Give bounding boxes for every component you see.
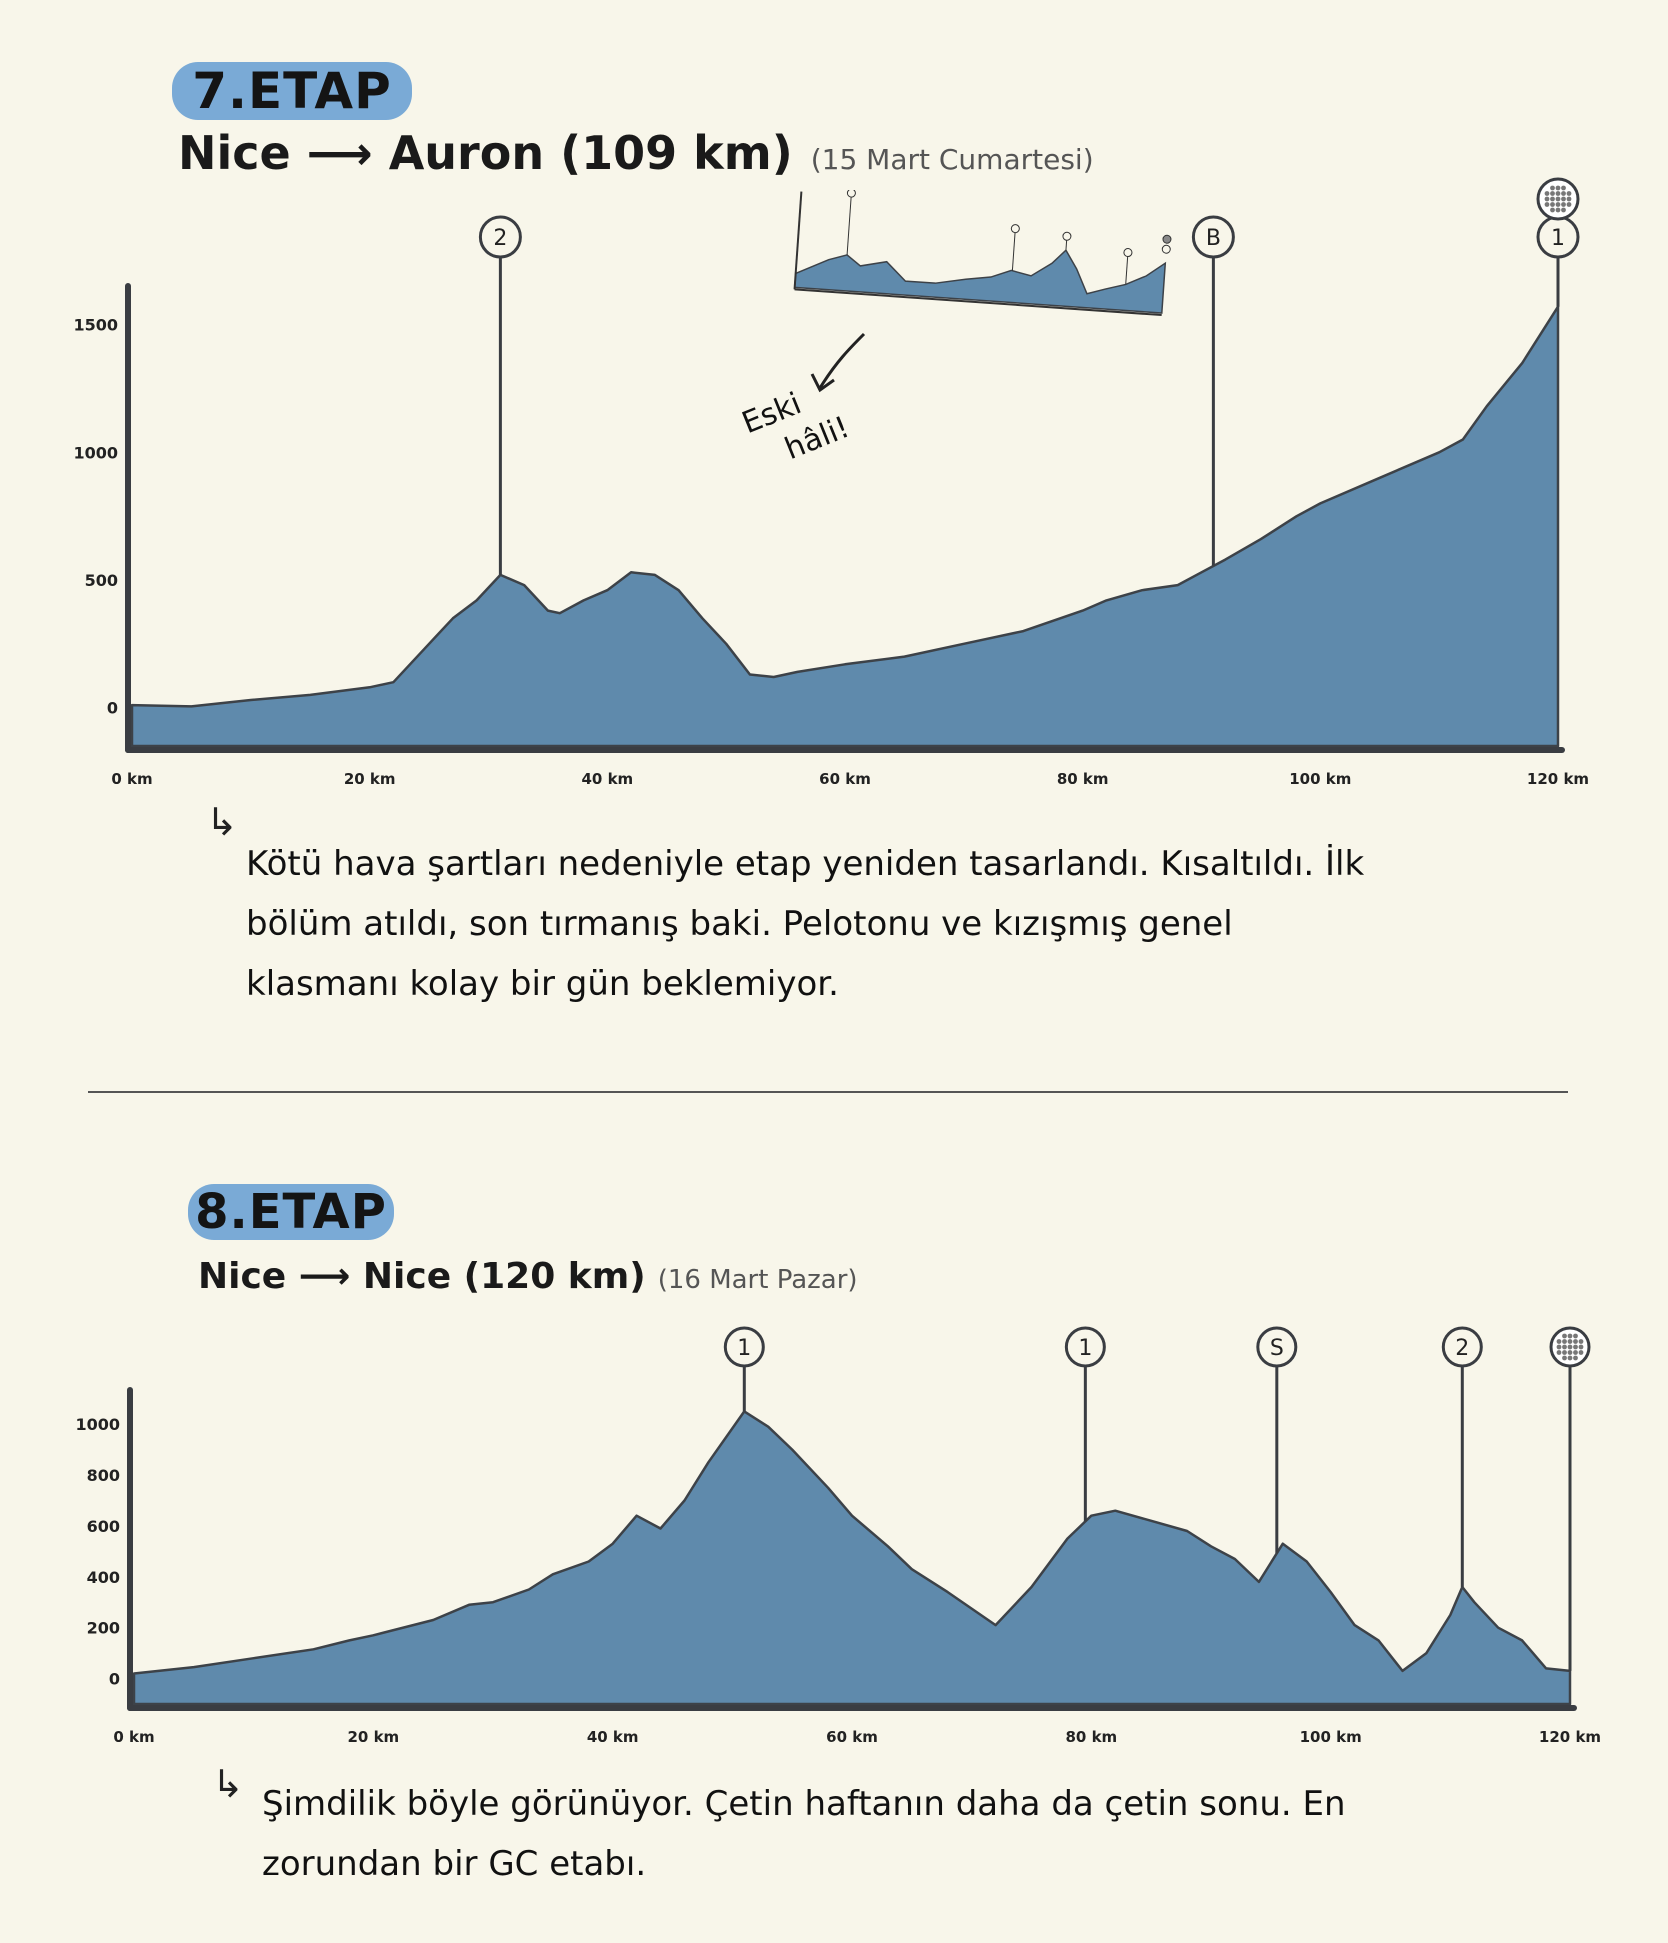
stage8-x-tick-label: 0 km (113, 1728, 154, 1746)
sprint-marker-icon (1256, 1326, 1298, 1368)
stage7-x-tick-label: 120 km (1527, 770, 1589, 788)
finish-dot (1562, 1344, 1567, 1350)
finish-dot (1578, 1344, 1584, 1350)
finish-dot (1573, 1350, 1578, 1355)
finish-dot (1567, 1355, 1573, 1361)
finish-dot (1567, 1350, 1573, 1355)
finish-dot (1550, 185, 1555, 191)
finish-dot (1556, 1344, 1562, 1350)
stage7-y-tick-label: 1500 (73, 316, 118, 335)
stage8-y-tick-label: 1000 (75, 1415, 120, 1434)
stage8-x-tick-label: 120 km (1539, 1728, 1601, 1746)
finish-dot (1566, 191, 1572, 196)
stage7-route: Nice ⟶ Auron (109 km) (178, 126, 793, 180)
stage8-marker-label: 2 (1455, 1336, 1469, 1361)
finish-dot (1556, 1339, 1562, 1344)
finish-dot (1573, 1339, 1578, 1344)
finish-dot (1555, 191, 1561, 196)
finish-dot (1562, 1350, 1567, 1355)
stage8-y-tick-label: 800 (87, 1466, 120, 1485)
stage7-marker-label: 2 (493, 226, 507, 251)
finish-dot (1562, 1333, 1567, 1339)
finish-dot (1578, 1350, 1584, 1355)
finish-dot (1567, 1344, 1573, 1350)
finish-dot (1555, 196, 1561, 202)
stage8-x-tick-label: 60 km (826, 1728, 878, 1746)
stage7-y-tick-label: 500 (85, 571, 118, 590)
note-arrow-icon: ↳ (206, 800, 238, 844)
finish-dot (1561, 196, 1566, 202)
finish-dot (1562, 1355, 1567, 1361)
stage7-x-tick-label: 20 km (344, 770, 396, 788)
stage7-elevation-area (130, 305, 1560, 748)
finish-dot (1556, 1350, 1562, 1355)
stage7-y-tick-label: 1000 (73, 443, 118, 462)
stage8-y-tick-label: 200 (87, 1619, 120, 1638)
climb-marker-icon (723, 1326, 765, 1368)
finish-dot (1550, 191, 1555, 196)
stage8-badge: 8.ETAP (188, 1184, 394, 1240)
climb-marker-icon (478, 215, 522, 259)
section-divider (88, 1091, 1568, 1093)
stage7-x-tick-label: 0 km (111, 770, 152, 788)
stage8-marker-label: S (1270, 1336, 1284, 1361)
climb-marker-icon (1064, 1326, 1106, 1368)
finish-dot (1573, 1333, 1578, 1339)
finish-dot (1555, 207, 1561, 213)
stage8-marker-label: 1 (737, 1336, 751, 1361)
finish-dot (1561, 191, 1566, 196)
annotation-arrow-icon (810, 332, 866, 393)
finish-dot (1544, 202, 1550, 207)
stage7-y-tick-label: 0 (107, 699, 118, 718)
stage8-note: Şimdilik böyle görünüyor. Çetin haftanın… (262, 1784, 1346, 1884)
finish-dot (1566, 202, 1572, 207)
stage8-marker-label: 1 (1078, 1336, 1092, 1361)
stage7-badge: 7.ETAP (172, 62, 412, 120)
finish-dot (1550, 196, 1555, 202)
finish-dot (1573, 1344, 1578, 1350)
stage8-y-tick-label: 0 (109, 1670, 120, 1689)
stage8-elevation-chart: 0 200 400 600 800 1000 0 km 20 km 40 km 60 km 80 k… (75, 1326, 1601, 1746)
stage7-x-tick-label: 40 km (581, 770, 633, 788)
stage8-x-tick-label: 100 km (1300, 1728, 1362, 1746)
finish-dot (1555, 185, 1561, 191)
stage7-note: Kötü hava şartları nedeniyle etap yenide… (246, 844, 1365, 1004)
finish-dot (1567, 1339, 1573, 1344)
finish-dot (1566, 196, 1572, 202)
stage7-x-tick-label: 60 km (819, 770, 871, 788)
finish-dot (1550, 202, 1555, 207)
finish-dot (1578, 1339, 1584, 1344)
finish-dot (1567, 1333, 1573, 1339)
stage8-date: (16 Mart Pazar) (657, 1265, 858, 1295)
note-arrow-icon: ↳ (212, 1762, 244, 1806)
finish-dot (1561, 202, 1566, 207)
stage8-title: Nice ⟶ Nice (120 km) (16 Mart Pazar) (198, 1256, 858, 1297)
stage7-date: (15 Mart Cumartesi) (810, 143, 1094, 176)
stage7-x-tick-label: 100 km (1289, 770, 1351, 788)
finish-dot (1544, 191, 1550, 196)
finish-dot (1544, 196, 1550, 202)
bonus-marker-icon (1191, 215, 1235, 259)
stage8-x-tick-label: 20 km (347, 1728, 399, 1746)
stage8-x-tick-label: 80 km (1065, 1728, 1117, 1746)
old-profile-thumbnail (793, 190, 1172, 317)
stage8-y-tick-label: 400 (87, 1568, 120, 1587)
stage7-x-tick-label: 80 km (1057, 770, 1109, 788)
stage8-x-tick-label: 40 km (587, 1728, 639, 1746)
finish-dot (1561, 207, 1566, 213)
finish-dot (1573, 1355, 1578, 1361)
climb-marker-icon (1441, 1326, 1483, 1368)
stage7-title: Nice ⟶ Auron (109 km) (15 Mart Cumartesi) (178, 126, 1094, 180)
stage8-elevation-area (132, 1410, 1572, 1706)
finish-dot (1561, 185, 1566, 191)
finish-dot (1562, 1339, 1567, 1344)
stage7-marker-label: 1 (1551, 226, 1565, 251)
stage7-marker-label: B (1206, 226, 1221, 251)
stage7-elevation-chart: 0 500 1000 1500 0 km 20 km 40 km 60 km 80 km 100 … (73, 177, 1589, 788)
finish-dot (1550, 207, 1555, 213)
stage8-y-tick-label: 600 (87, 1517, 120, 1536)
stage8-route: Nice ⟶ Nice (120 km) (198, 1256, 646, 1297)
finish-dot (1555, 202, 1561, 207)
